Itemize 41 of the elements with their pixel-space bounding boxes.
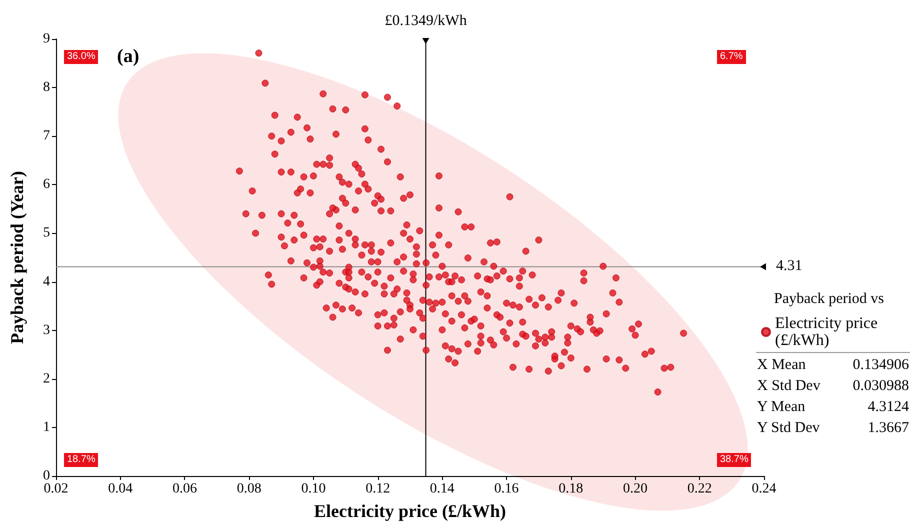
legend-label: Electricity price (£/kWh) [775,315,882,349]
y-tick-label: 3 [43,322,50,338]
annotation: (a) [117,46,140,68]
x-tick-label: 0.08 [236,482,262,496]
text: 1.3667 [868,420,909,437]
y-tick-label: 2 [43,371,50,386]
x-tick-label: 0.12 [366,482,390,496]
text: 0.030988 [852,378,909,395]
y-tick-label: 9 [43,32,50,46]
text: 0.134906 [852,357,909,374]
y-tick-label: 5 [43,226,50,241]
x-tick-label: 0.24 [752,482,776,496]
x-tick-label: 0.14 [430,482,454,496]
ref-line-label: 4.31 [776,258,802,275]
x-tick-label: 0.20 [623,482,648,496]
y-tick-label: 0 [43,468,50,484]
annotation: X Mean [757,357,806,374]
legend-title: Payback period vs [774,291,884,308]
x-axis-title: Electricity price (£/kWh) [314,501,506,521]
annotation: Y Std Dev [757,420,820,437]
annotation: 36.0% [64,50,98,64]
ref-line-label: £0.1349/kWh [384,13,467,30]
annotation: Y Mean [757,399,806,416]
text: 4.3124 [868,399,909,416]
annotation: X Std Dev [757,378,820,395]
x-tick-label: 0.10 [301,482,326,496]
x-tick-label: 0.04 [108,482,133,496]
y-tick-label: 6 [43,177,50,192]
annotation: 38.7% [717,453,752,467]
y-tick-label: 4 [43,274,50,290]
y-tick-label: 8 [43,80,50,96]
x-tick-label: 0.18 [558,482,584,496]
annotation: 6.7% [717,50,746,64]
y-tick-label: 7 [43,128,50,144]
y-axis-title: Payback period (Year) [7,171,27,344]
y-tick-label: 1 [43,420,50,435]
x-tick-label: 0.06 [172,482,197,496]
x-tick-label: 0.22 [687,482,712,496]
annotation: 18.7% [64,453,98,467]
x-tick-label: 0.02 [44,482,68,496]
x-tick-label: 0.16 [494,482,519,496]
